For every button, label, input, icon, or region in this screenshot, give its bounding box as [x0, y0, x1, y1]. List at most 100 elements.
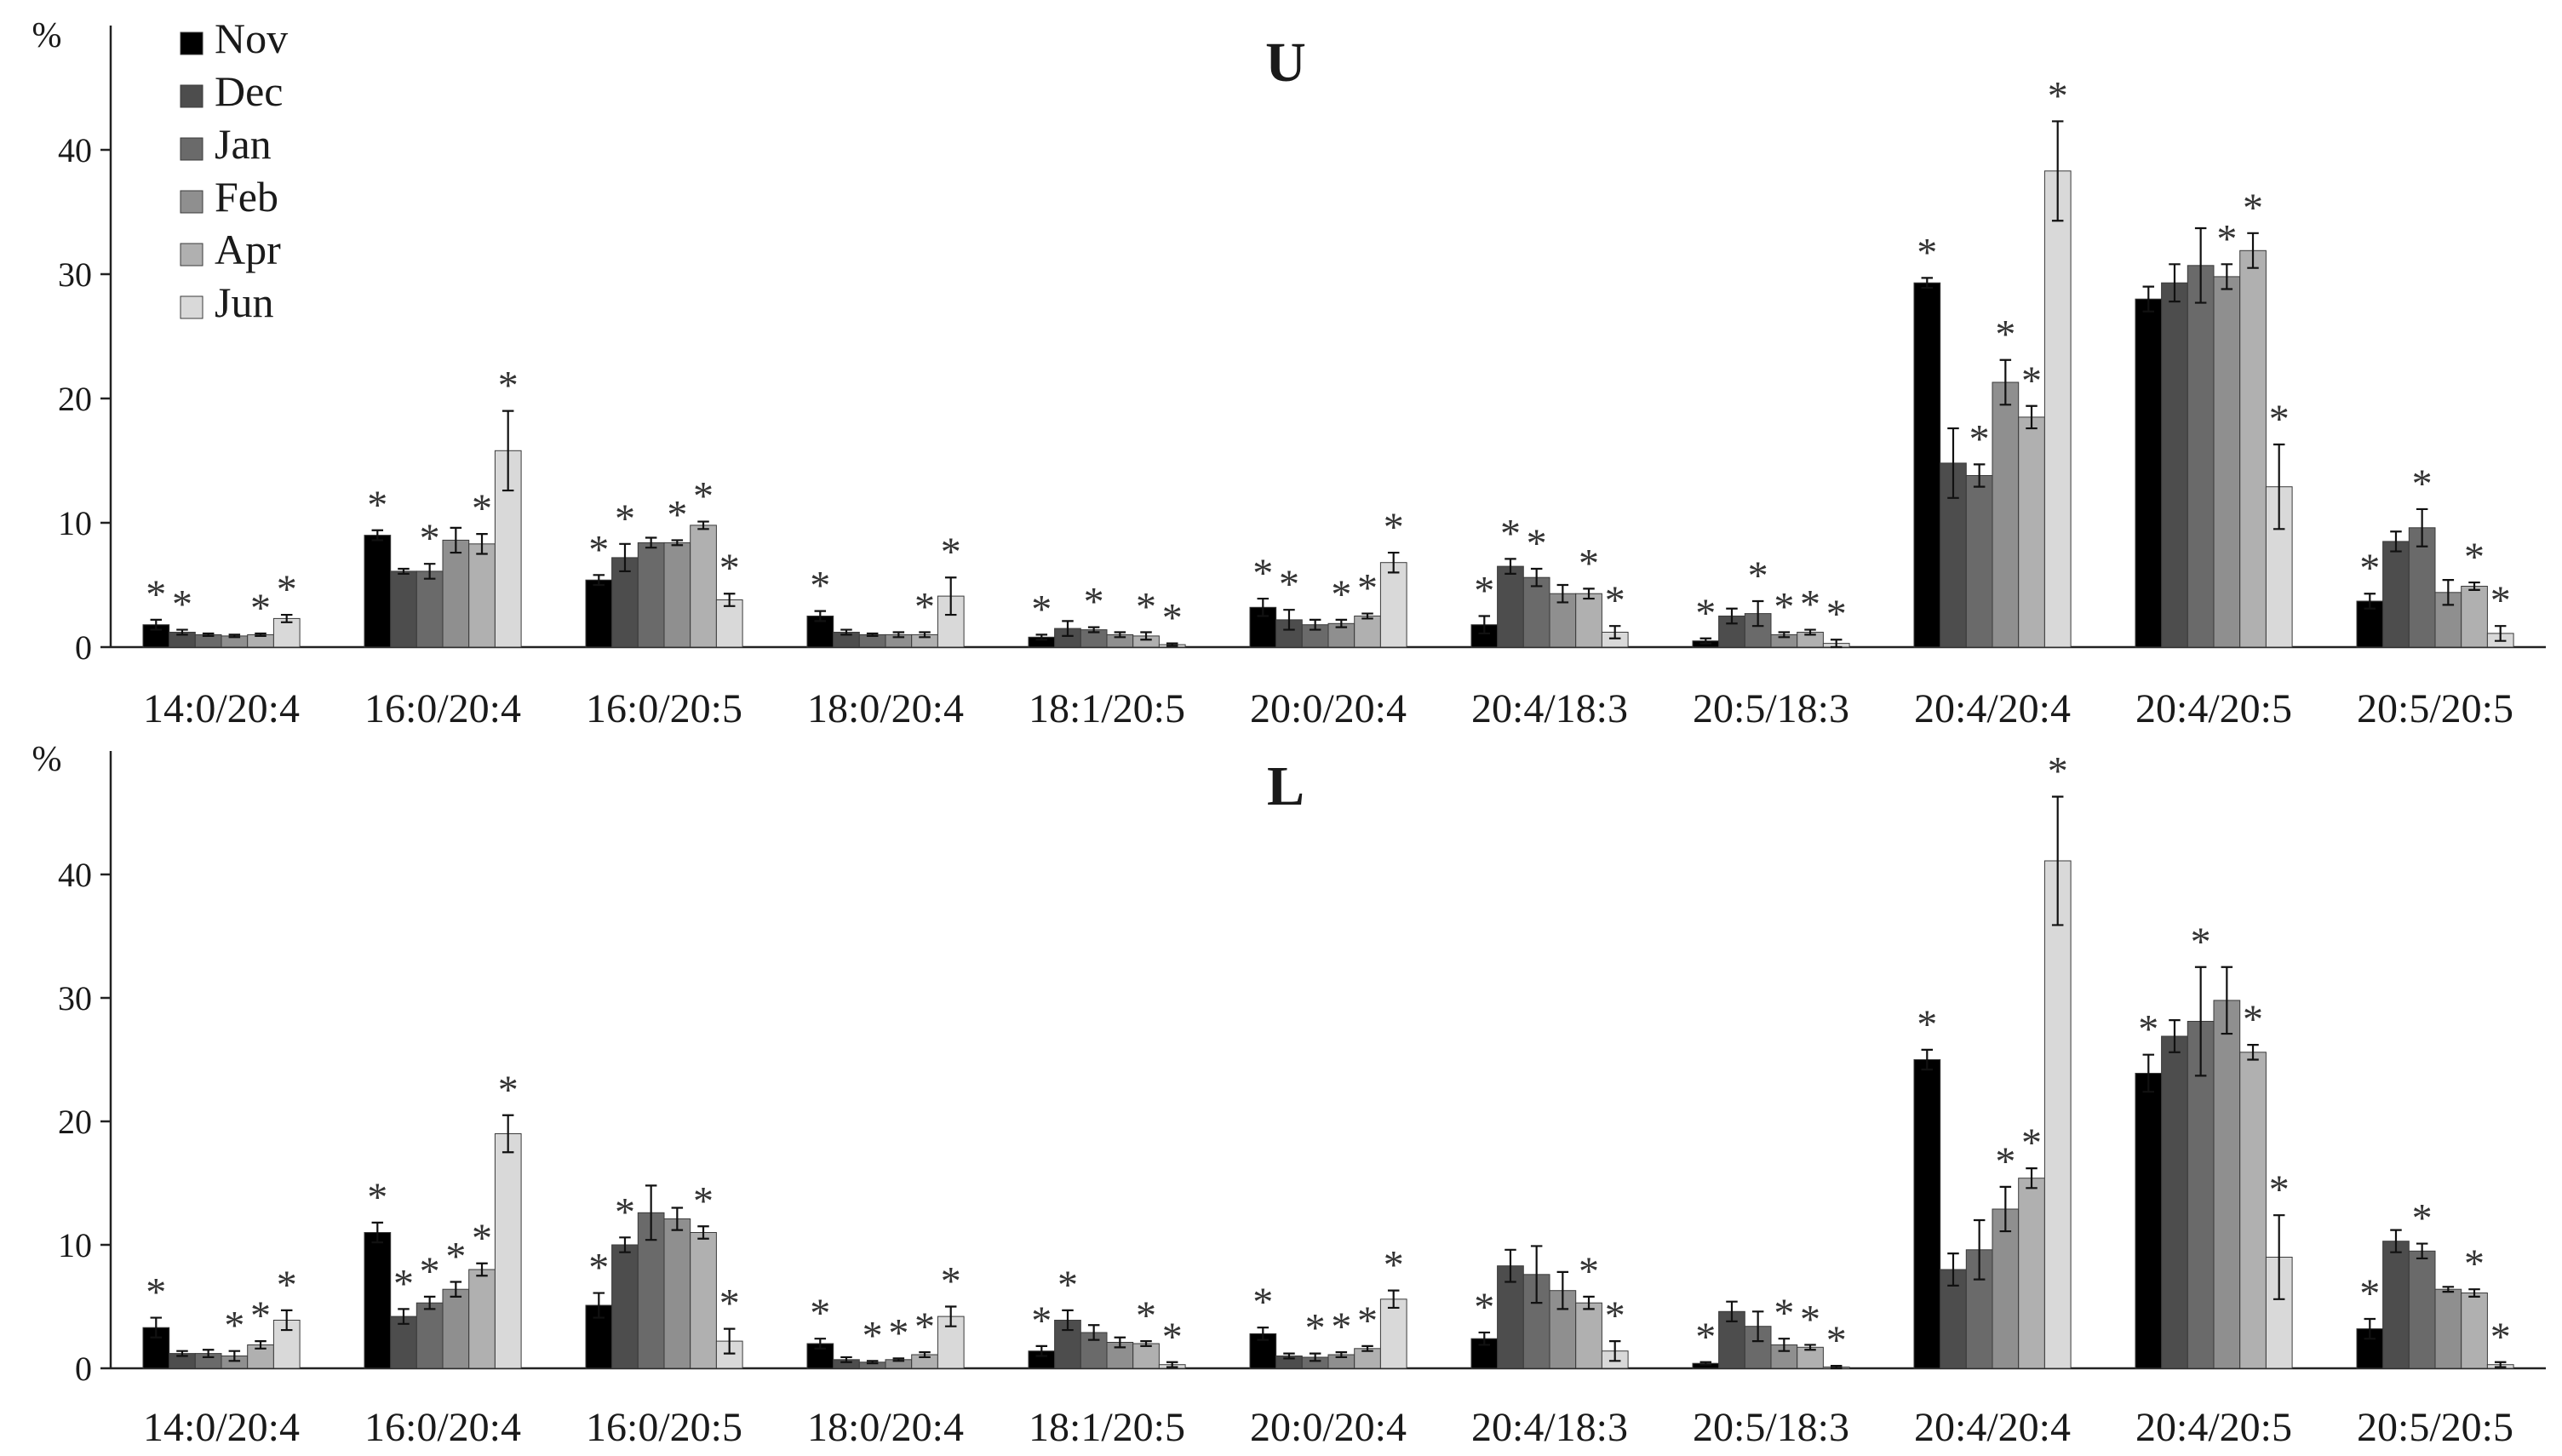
error-bar [593, 574, 605, 587]
significance-marker: * [1031, 587, 1052, 632]
significance-marker: * [420, 516, 440, 561]
error-bar [1361, 612, 1373, 620]
bar [2408, 1250, 2436, 1369]
x-tick-label: 20:5/18:3 [1693, 1405, 1849, 1450]
significance-marker: * [941, 530, 961, 575]
significance-marker: * [420, 1249, 440, 1294]
error-bar [2142, 285, 2155, 312]
error-bar [1505, 558, 1516, 575]
error-bar [398, 1308, 410, 1325]
significance-marker: * [146, 1270, 166, 1316]
error-bar [671, 1207, 684, 1231]
error-bar [1283, 609, 1295, 631]
error-bar [502, 1114, 514, 1154]
error-bar [2468, 1288, 2480, 1298]
significance-marker: * [250, 1293, 271, 1338]
bar [1379, 562, 1407, 648]
bar [1522, 576, 1550, 648]
error-bar [2494, 625, 2507, 642]
error-bar [1556, 583, 1569, 604]
legend-label: Feb [215, 173, 278, 221]
bar [2135, 1073, 2163, 1369]
significance-marker: * [498, 364, 519, 409]
x-tick-label: 20:4/20:4 [1914, 686, 2071, 731]
significance-marker: * [2191, 920, 2211, 965]
error-bar [2026, 1167, 2038, 1189]
error-bar [1921, 1048, 1934, 1071]
significance-marker: * [2243, 186, 2263, 231]
legend: Nov Dec Jan Feb Apr Jun [180, 14, 288, 326]
error-bar [1751, 1310, 1764, 1343]
y-unit-label-u: % [32, 16, 62, 55]
error-bar [2247, 1044, 2259, 1061]
significance-marker: * [588, 527, 609, 572]
bar [364, 1232, 392, 1369]
error-bar [1751, 599, 1764, 628]
error-bar [2390, 530, 2402, 553]
significance-marker: * [1995, 1139, 2015, 1184]
error-bar [1140, 1340, 1152, 1347]
error-bar [1973, 463, 1986, 488]
error-bar [1062, 1309, 1074, 1332]
bar [2018, 1178, 2045, 1369]
significance-marker: * [693, 474, 714, 519]
error-bar [1335, 1351, 1348, 1359]
error-bar [202, 632, 215, 637]
significance-marker: * [719, 546, 740, 591]
error-bar [476, 1262, 488, 1277]
error-bar [2468, 581, 2480, 591]
error-bar [2194, 966, 2207, 1077]
bar [1913, 282, 1941, 648]
significance-marker: * [693, 1178, 714, 1224]
error-bar [619, 542, 631, 573]
error-bar [2169, 1019, 2181, 1053]
significance-marker: * [1748, 553, 1768, 599]
significance-marker: * [250, 586, 271, 631]
significance-marker: * [1474, 569, 1494, 614]
x-tick-label: 20:5/18:3 [1693, 686, 1849, 731]
error-bar [1309, 618, 1321, 631]
error-bar [1726, 607, 1738, 625]
error-bar [919, 631, 931, 639]
x-tick-label: 20:4/18:3 [1471, 686, 1628, 731]
bar [2043, 860, 2072, 1369]
significance-marker: * [1331, 572, 1351, 617]
error-bar [280, 613, 293, 623]
error-bar [671, 539, 684, 547]
bar [1132, 1343, 1160, 1369]
y-tick-label: 40 [58, 856, 92, 894]
error-bar [2416, 1242, 2428, 1260]
bar [2187, 1021, 2215, 1369]
error-bar [1778, 1338, 1791, 1352]
significance-marker: * [1917, 230, 1937, 275]
significance-marker: * [1162, 596, 1183, 641]
significance-marker: * [1969, 416, 1990, 461]
bar [2135, 298, 2163, 648]
legend-swatch [180, 137, 203, 161]
legend-label: Nov [215, 14, 288, 62]
significance-marker: * [1252, 551, 1273, 596]
error-bar [2051, 795, 2064, 926]
bar [2461, 1293, 2488, 1369]
bar [690, 1232, 717, 1369]
error-bar [1114, 1336, 1126, 1349]
error-bar [1387, 551, 1400, 574]
significance-marker: * [1917, 1002, 1937, 1047]
error-bar [1999, 358, 2012, 406]
bar [2018, 416, 2045, 648]
significance-marker: * [1500, 511, 1521, 556]
error-bar [1999, 1185, 2012, 1233]
significance-marker: * [810, 1291, 830, 1336]
error-bar [840, 628, 852, 636]
error-bar [423, 1295, 436, 1310]
x-tick-label: 14:0/20:4 [143, 686, 300, 731]
error-bar [371, 529, 384, 542]
error-bar [919, 1351, 931, 1359]
significance-marker: * [1800, 1298, 1820, 1343]
significance-marker: * [367, 483, 387, 528]
x-tick-label: 20:4/20:4 [1914, 1405, 2071, 1450]
error-bar [2494, 1361, 2507, 1368]
error-bar [593, 1292, 605, 1319]
error-bar [150, 618, 163, 631]
y-tick-label: 0 [75, 1350, 92, 1388]
